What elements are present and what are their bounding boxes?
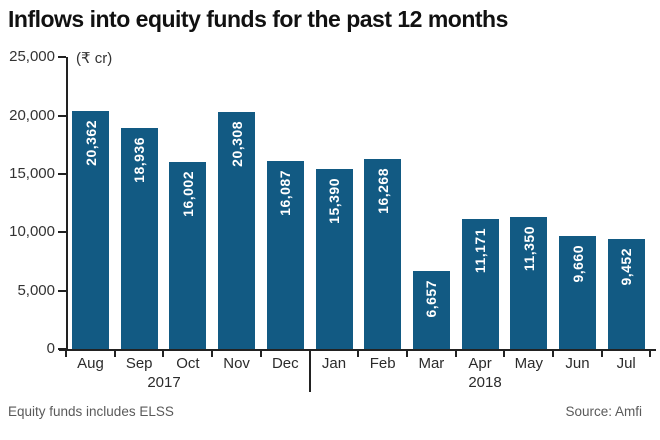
x-axis-tick [211,351,214,357]
chart-title: Inflows into equity funds for the past 1… [8,6,508,32]
bar-apr: 11,171 [461,218,499,349]
year-divider-line [309,351,311,392]
bar-jul: 9,452 [607,238,645,349]
bar-value-label: 11,350 [520,225,537,271]
x-axis-month-label: Dec [271,355,299,372]
x-axis-month-label: Nov [223,355,250,372]
x-axis-tick [259,351,262,357]
bar-value-label: 6,657 [423,280,440,318]
x-axis-month-label: Aug [77,355,104,372]
bar-jan: 15,390 [315,169,353,349]
x-axis-tick [600,351,603,357]
bar-value-label: 20,308 [228,121,245,167]
bar-dec: 16,087 [266,161,304,349]
bar-feb: 16,268 [364,159,402,349]
bar-value-label: 16,087 [277,170,294,217]
x-axis-month-label: Feb [369,355,396,372]
x-axis-tick [405,351,408,357]
year-label-2018: 2018 [468,374,502,391]
x-axis-month-label: Sep [125,355,153,372]
x-axis-tick [649,351,652,357]
bar-sep: 18,936 [120,128,158,349]
y-axis-tick-label: 20,000 [9,106,55,124]
x-axis-tick [113,351,116,357]
y-axis-tick-label: 5,000 [17,281,55,299]
bar-value-label: 11,171 [472,227,489,273]
bar-value-label: 9,452 [618,247,635,286]
bar-value-label: 15,390 [326,178,342,225]
x-axis-tick [357,351,360,357]
bar-value-label: 16,002 [179,171,196,218]
y-axis-tick [58,289,66,292]
y-axis-tick-label: 15,000 [9,165,55,183]
y-axis-unit-label: (₹ cr) [76,50,113,67]
x-axis-tick [65,351,67,357]
bar-value-label: 9,660 [569,245,586,283]
x-axis-month-label: Apr [468,355,492,372]
bar-mar: 6,657 [412,271,450,349]
y-axis-tick-label: 0 [46,340,55,357]
x-axis-month-label: Jun [565,355,590,372]
x-axis-month-label: Mar [418,355,445,372]
x-axis-month-label: Jan [321,355,347,372]
source-credit: Source: Amfi [565,404,642,419]
bar-may: 11,350 [510,216,548,349]
bar-oct: 16,002 [169,162,207,349]
y-axis-tick [58,231,66,234]
footnote: Equity funds includes ELSS [8,404,174,419]
bar-jun: 9,660 [559,236,596,349]
year-label-2017: 2017 [147,374,181,391]
x-axis-tick [454,351,457,357]
x-axis-tick [503,351,506,357]
y-axis-tick [58,114,66,117]
bar-value-label: 18,936 [131,137,148,183]
x-axis-tick [552,351,554,357]
bar-value-label: 16,268 [374,168,391,215]
x-axis-month-label: Jul [616,355,636,372]
y-axis-tick [58,173,66,176]
y-axis-tick [58,348,66,350]
x-axis-month-label: Oct [176,355,200,372]
bar-aug: 20,362 [72,111,109,349]
y-axis-tick [58,56,66,59]
y-axis-tick-label: 25,000 [9,48,55,66]
y-axis-line [66,57,68,351]
x-axis-line [59,349,656,351]
y-axis-tick-label: 10,000 [9,223,55,241]
bar-value-label: 20,362 [82,120,99,167]
x-axis-tick [162,351,165,357]
bar-nov: 20,308 [218,112,256,349]
x-axis-month-label: May [514,355,543,372]
